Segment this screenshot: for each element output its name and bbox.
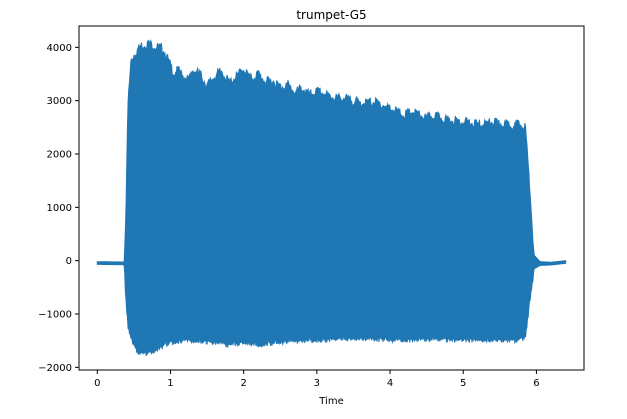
series-layer: [96, 39, 567, 357]
y-tick-label: 4000: [47, 43, 72, 54]
y-tick-label: −1000: [38, 310, 72, 321]
y-tick-label: 1000: [47, 203, 72, 214]
x-tick-label: 3: [314, 378, 320, 389]
y-tick-label: 0: [66, 256, 72, 267]
y-tick-label: −2000: [38, 363, 72, 374]
x-tick-label: 4: [387, 378, 393, 389]
chart-title: trumpet-G5: [296, 8, 366, 22]
x-axis-label: Time: [318, 396, 343, 407]
x-axis: 0 1 2 3 4 5 6: [94, 370, 540, 389]
y-tick-label: 2000: [47, 150, 72, 161]
waveform-series: [96, 39, 567, 357]
x-tick-label: 5: [460, 378, 466, 389]
y-axis: −2000 −1000 0 1000 2000 3000 4000: [38, 43, 79, 374]
x-tick-label: 2: [240, 378, 246, 389]
y-tick-label: 3000: [47, 96, 72, 107]
x-tick-label: 6: [533, 378, 539, 389]
axes-frame: [78, 25, 585, 371]
x-tick-label: 0: [94, 378, 100, 389]
plot-area: [78, 25, 585, 371]
x-tick-label: 1: [167, 378, 173, 389]
